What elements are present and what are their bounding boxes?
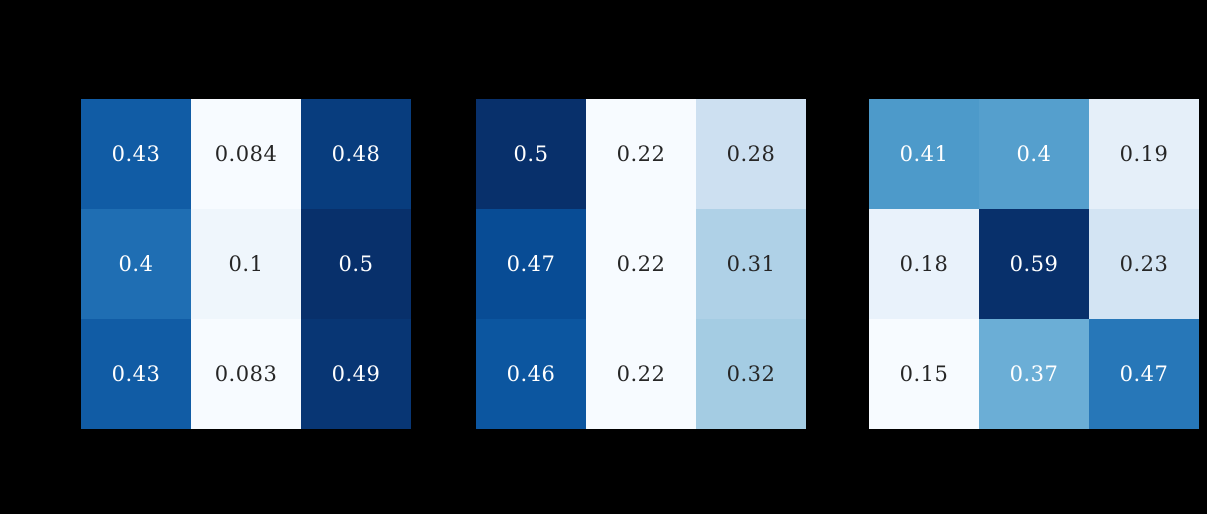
heatmap-cell: 0.19: [1089, 99, 1199, 209]
heatmap-cell-value: 0.32: [726, 361, 776, 386]
heatmap-cell-value: 0.5: [513, 141, 549, 166]
heatmap-cell: 0.4: [979, 99, 1089, 209]
heatmap-cell: 0.18: [869, 209, 979, 319]
heatmap-cell-value: 0.15: [899, 361, 949, 386]
heatmap-cell: 0.41: [869, 99, 979, 209]
heatmap-cell-value: 0.083: [214, 361, 278, 386]
heatmap-cell-value: 0.28: [726, 141, 776, 166]
heatmap-panel-2: 0.5 0.22 0.28 0.47 0.22 0.31 0.46 0.22 0…: [476, 99, 806, 429]
heatmap-cell-value: 0.37: [1009, 361, 1059, 386]
heatmap-cell-value: 0.22: [616, 251, 666, 276]
heatmap-cell: 0.22: [586, 319, 696, 429]
heatmap-cell-value: 0.4: [1016, 141, 1052, 166]
heatmap-cell: 0.28: [696, 99, 806, 209]
heatmap-cell-value: 0.1: [228, 251, 264, 276]
heatmap-cell: 0.22: [586, 209, 696, 319]
heatmap-cell: 0.084: [191, 99, 301, 209]
heatmap-cell-value: 0.084: [214, 141, 278, 166]
heatmap-cell: 0.23: [1089, 209, 1199, 319]
heatmap-cell: 0.43: [81, 99, 191, 209]
heatmap-cell: 0.083: [191, 319, 301, 429]
heatmap-cell-value: 0.43: [111, 361, 161, 386]
heatmap-cell-value: 0.31: [726, 251, 776, 276]
heatmap-cell: 0.47: [1089, 319, 1199, 429]
heatmap-cell-value: 0.5: [338, 251, 374, 276]
heatmap-cell-value: 0.18: [899, 251, 949, 276]
heatmap-cell-value: 0.48: [331, 141, 381, 166]
heatmap-cell: 0.1: [191, 209, 301, 319]
heatmap-cell: 0.59: [979, 209, 1089, 319]
heatmap-cell: 0.5: [476, 99, 586, 209]
heatmap-cell-value: 0.47: [506, 251, 556, 276]
heatmap-cell-value: 0.49: [331, 361, 381, 386]
heatmap-cell-value: 0.22: [616, 361, 666, 386]
heatmap-cell: 0.46: [476, 319, 586, 429]
heatmap-cell: 0.31: [696, 209, 806, 319]
heatmap-cell-value: 0.47: [1119, 361, 1169, 386]
heatmap-cell: 0.49: [301, 319, 411, 429]
heatmap-panel-1: 0.43 0.084 0.48 0.4 0.1 0.5 0.43 0.083 0…: [81, 99, 411, 429]
heatmap-cell: 0.5: [301, 209, 411, 319]
heatmap-cell-value: 0.59: [1009, 251, 1059, 276]
heatmap-panel-3: 0.41 0.4 0.19 0.18 0.59 0.23 0.15 0.37 0…: [869, 99, 1199, 429]
heatmap-cell: 0.48: [301, 99, 411, 209]
heatmap-cell: 0.32: [696, 319, 806, 429]
heatmap-cell-value: 0.19: [1119, 141, 1169, 166]
heatmap-cell-value: 0.23: [1119, 251, 1169, 276]
heatmap-cell-value: 0.41: [899, 141, 949, 166]
heatmap-cell-value: 0.43: [111, 141, 161, 166]
heatmap-cell: 0.4: [81, 209, 191, 319]
heatmap-cell-value: 0.46: [506, 361, 556, 386]
heatmap-cell: 0.43: [81, 319, 191, 429]
heatmap-cell: 0.15: [869, 319, 979, 429]
heatmap-cell: 0.22: [586, 99, 696, 209]
heatmap-cell: 0.37: [979, 319, 1089, 429]
heatmap-cell-value: 0.4: [118, 251, 154, 276]
heatmap-cell: 0.47: [476, 209, 586, 319]
heatmap-cell-value: 0.22: [616, 141, 666, 166]
